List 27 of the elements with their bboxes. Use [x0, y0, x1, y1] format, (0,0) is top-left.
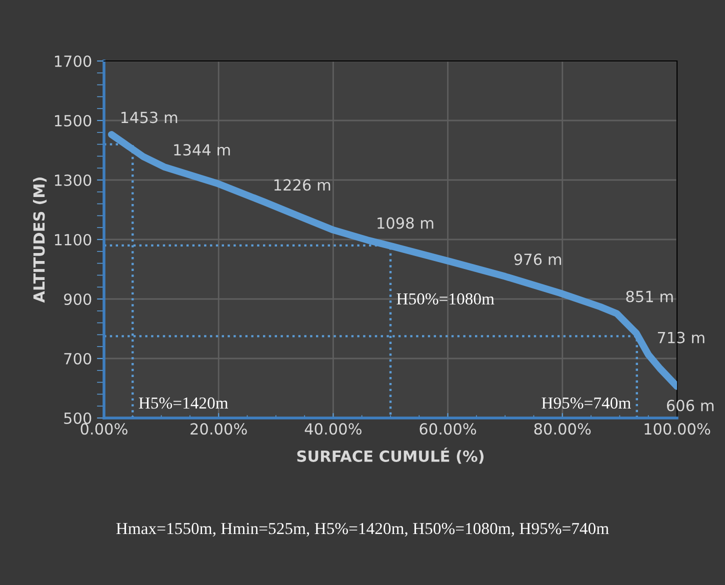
- data-label: 851 m: [626, 290, 673, 302]
- y-tick-label: 1500: [54, 114, 92, 127]
- y-tick-label: 1700: [54, 55, 92, 68]
- x-tick-label: 0.00%: [80, 423, 128, 435]
- data-label: 976 m: [514, 254, 562, 266]
- data-label: 606 m: [666, 400, 714, 412]
- data-label: 1453 m: [121, 112, 178, 124]
- x-tick-label: 100.00%: [644, 423, 710, 435]
- annotation: H50%=1080m: [396, 293, 494, 305]
- data-label: 1098 m: [378, 217, 434, 229]
- x-tick-label: 60.00%: [420, 423, 476, 435]
- x-tick-label: 20.00%: [190, 423, 247, 435]
- y-tick-label: 700: [64, 352, 92, 365]
- y-tick-label: 1300: [54, 174, 92, 186]
- text: Hmax=1550m, Hmin=525m, H5%=1420m, H50%=1080m, H95%=740m: [116, 522, 609, 537]
- data-label: 713 m: [658, 332, 704, 344]
- x-tick-label: 40.00%: [304, 423, 362, 435]
- y-tick-label: 500: [64, 412, 92, 424]
- annotation: H95%=740m: [542, 397, 631, 409]
- data-label: 1344 m: [174, 144, 230, 156]
- data-label: 1226 m: [274, 179, 330, 191]
- x-axis-title: SURFACE CUMULÉ (%): [297, 448, 484, 464]
- annotation: H5%=1420m: [138, 397, 228, 409]
- y-tick-label: 900: [64, 293, 92, 306]
- y-tick-label: 1100: [54, 234, 92, 246]
- x-tick-label: 80.00%: [534, 423, 591, 435]
- y-axis-title: ALTITUDES (M): [32, 178, 47, 303]
